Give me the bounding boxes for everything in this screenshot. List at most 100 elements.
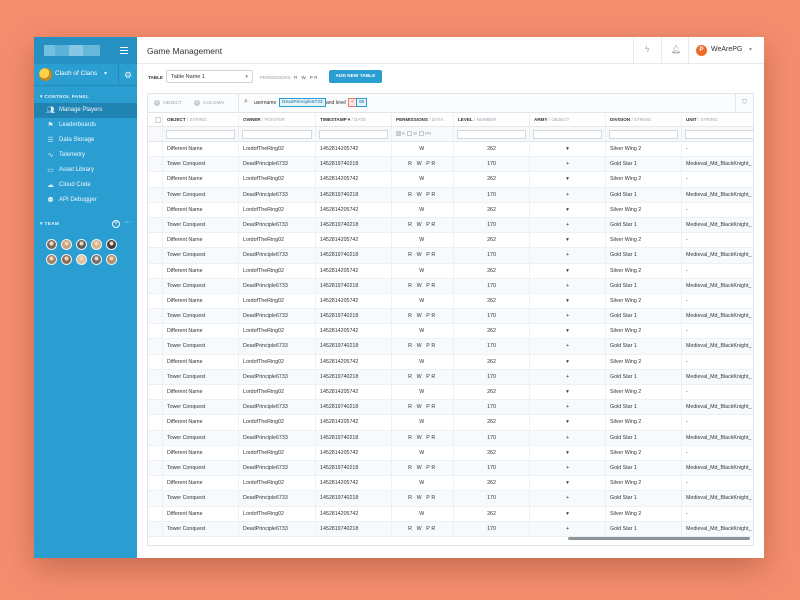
more-icon[interactable]: ···: [124, 219, 131, 226]
team-member-avatar[interactable]: [46, 239, 57, 250]
table-row[interactable]: Tower Conquest DeadPrinciple6733 145281974…: [148, 491, 753, 507]
query-value-chip[interactable]: DeadPrinciple6733: [279, 98, 326, 107]
add-member-icon[interactable]: +: [112, 220, 120, 228]
cell-owner[interactable]: LordofTheRing02: [239, 172, 316, 187]
column-header-object[interactable]: OBJECT / STRING: [163, 114, 239, 126]
team-member-avatar[interactable]: [76, 254, 87, 265]
table-row[interactable]: Tower Conquest DeadPrinciple6733 145281974…: [148, 400, 753, 416]
app-switcher[interactable]: Clash of Clans ▾ ⚙: [34, 64, 137, 86]
cell-owner[interactable]: DeadPrinciple6733: [239, 248, 316, 263]
sidebar-item-leaderboards[interactable]: ⚑ Leaderboards: [34, 118, 137, 133]
cell-owner[interactable]: DeadPrinciple6733: [239, 521, 316, 536]
cell-owner[interactable]: LordofTheRing02: [239, 354, 316, 369]
cell-owner[interactable]: DeadPrinciple6733: [239, 278, 316, 293]
column-filter-input[interactable]: [533, 130, 602, 139]
table-row[interactable]: Different Name LordofTheRing02 14528142057…: [148, 506, 753, 522]
filter-icon[interactable]: ⛉: [735, 94, 753, 112]
permission-checkbox[interactable]: [407, 131, 413, 137]
team-member-avatar[interactable]: [46, 254, 57, 265]
cell-owner[interactable]: DeadPrinciple6733: [239, 339, 316, 354]
table-row[interactable]: Tower Conquest DeadPrinciple6733 145281974…: [148, 187, 753, 203]
table-row[interactable]: Tower Conquest DeadPrinciple6733 145281974…: [148, 430, 753, 446]
column-header-division[interactable]: DIVISION / STRING: [606, 114, 682, 126]
sidebar-item-api-debugger[interactable]: ⚉ API Debugger: [34, 193, 137, 208]
table-row[interactable]: Different Name LordofTheRing02 14528142057…: [148, 415, 753, 431]
column-filter-input[interactable]: [685, 130, 753, 139]
user-avatar[interactable]: P: [696, 45, 707, 56]
sidebar-item-data-storage[interactable]: ☰ Data Storage: [34, 133, 137, 148]
cell-owner[interactable]: LordofTheRing02: [239, 324, 316, 339]
column-header-timestamp[interactable]: TIMESTAMP ▾ / DATE: [316, 114, 392, 126]
team-member-avatar[interactable]: [61, 254, 72, 265]
cell-owner[interactable]: DeadPrinciple6733: [239, 187, 316, 202]
team-member-avatar[interactable]: [76, 239, 87, 250]
table-row[interactable]: Different Name LordofTheRing02 14528142057…: [148, 172, 753, 188]
table-row[interactable]: Different Name LordofTheRing02 14528142057…: [148, 354, 753, 370]
column-filter-input[interactable]: [609, 130, 678, 139]
level-value-chip[interactable]: 90: [356, 98, 368, 107]
table-row[interactable]: Different Name LordofTheRing02 14528142057…: [148, 293, 753, 310]
table-select[interactable]: Table Name 1 ▾: [166, 70, 253, 83]
table-row[interactable]: Different Name LordofTheRing02 14528142057…: [148, 263, 753, 279]
column-header-army[interactable]: ARMY / OBJECT: [530, 114, 606, 126]
column-filter-input[interactable]: [319, 130, 388, 139]
column-header-owner[interactable]: OWNER / POINTER: [239, 114, 316, 126]
cell-owner[interactable]: DeadPrinciple6733: [239, 460, 316, 476]
select-all-checkbox[interactable]: [148, 114, 163, 126]
column-filter-input[interactable]: [457, 130, 526, 139]
bell-icon[interactable]: 🔔︎: [671, 45, 682, 54]
table-row[interactable]: Tower Conquest DeadPrinciple6733 145281974…: [148, 369, 753, 385]
team-member-avatar[interactable]: [91, 254, 102, 265]
cell-owner[interactable]: DeadPrinciple6733: [239, 430, 316, 445]
table-row[interactable]: Tower Conquest DeadPrinciple6733 145281974…: [148, 309, 753, 325]
column-header-permissions[interactable]: PERMISSIONS / DATA: [392, 114, 454, 126]
column-header-level[interactable]: LEVEL / NUMBER: [454, 114, 530, 126]
table-row[interactable]: Tower Conquest DeadPrinciple6733 145281974…: [148, 521, 753, 537]
table-row[interactable]: Tower Conquest DeadPrinciple6733 145281974…: [148, 248, 753, 264]
table-row[interactable]: Tower Conquest DeadPrinciple6733 145281974…: [148, 157, 753, 173]
cell-owner[interactable]: LordofTheRing02: [239, 293, 316, 309]
menu-icon[interactable]: [120, 47, 128, 54]
cell-owner[interactable]: LordofTheRing02: [239, 506, 316, 521]
cell-owner[interactable]: DeadPrinciple6733: [239, 400, 316, 415]
table-row[interactable]: Different Name LordofTheRing02 14528142057…: [148, 445, 753, 461]
table-row[interactable]: Tower Conquest DeadPrinciple6733 145281974…: [148, 339, 753, 355]
cell-owner[interactable]: LordofTheRing02: [239, 263, 316, 278]
permission-checkbox[interactable]: [396, 131, 401, 137]
user-name[interactable]: WeArePG: [711, 46, 743, 53]
table-row[interactable]: Tower Conquest DeadPrinciple6733 145281974…: [148, 278, 753, 294]
cell-owner[interactable]: LordofTheRing02: [239, 202, 316, 217]
table-row[interactable]: Different Name LordofTheRing02 14528142057…: [148, 385, 753, 401]
table-row[interactable]: Different Name LordofTheRing02 14528142057…: [148, 142, 753, 158]
cell-owner[interactable]: LordofTheRing02: [239, 385, 316, 400]
permission-checkbox[interactable]: [419, 131, 425, 137]
cell-owner[interactable]: DeadPrinciple6733: [239, 309, 316, 324]
cell-owner[interactable]: DeadPrinciple6733: [239, 369, 316, 384]
chevron-down-icon[interactable]: ▾: [104, 71, 108, 77]
table-row[interactable]: Tower Conquest DeadPrinciple6733 145281974…: [148, 217, 753, 234]
column-filter-input[interactable]: [166, 130, 235, 139]
team-member-avatar[interactable]: [91, 239, 102, 250]
table-row[interactable]: Different Name LordofTheRing02 14528142057…: [148, 233, 753, 249]
column-header-unit[interactable]: UNIT / STRING: [682, 114, 753, 126]
sidebar-item-asset-library[interactable]: ▭ Asset Library: [34, 163, 137, 178]
cell-owner[interactable]: DeadPrinciple6733: [239, 157, 316, 172]
table-row[interactable]: Different Name LordofTheRing02 14528142057…: [148, 324, 753, 340]
cell-owner[interactable]: LordofTheRing02: [239, 142, 316, 157]
table-row[interactable]: Tower Conquest DeadPrinciple6733 145281974…: [148, 460, 753, 477]
sidebar-item-telemetry[interactable]: ∿ Telemetry: [34, 148, 137, 163]
sidebar-item-manage-players[interactable]: 👥︎ Manage Players: [34, 103, 137, 118]
cell-owner[interactable]: LordofTheRing02: [239, 415, 316, 430]
team-member-avatar[interactable]: [61, 239, 72, 250]
cell-owner[interactable]: LordofTheRing02: [239, 233, 316, 248]
cell-owner[interactable]: DeadPrinciple6733: [239, 217, 316, 233]
cell-owner[interactable]: DeadPrinciple6733: [239, 491, 316, 506]
table-row[interactable]: Different Name LordofTheRing02 14528142057…: [148, 476, 753, 492]
chevron-down-icon[interactable]: ▾: [749, 47, 753, 53]
sidebar-item-cloud-code[interactable]: ☁ Cloud Code: [34, 178, 137, 193]
column-filter-input[interactable]: [242, 130, 312, 139]
lightning-icon[interactable]: ϟ: [645, 45, 650, 54]
table-row[interactable]: Different Name LordofTheRing02 14528142057…: [148, 202, 753, 218]
team-member-avatar[interactable]: [106, 239, 117, 250]
add-table-button[interactable]: ADD NEW TABLE: [329, 70, 382, 83]
